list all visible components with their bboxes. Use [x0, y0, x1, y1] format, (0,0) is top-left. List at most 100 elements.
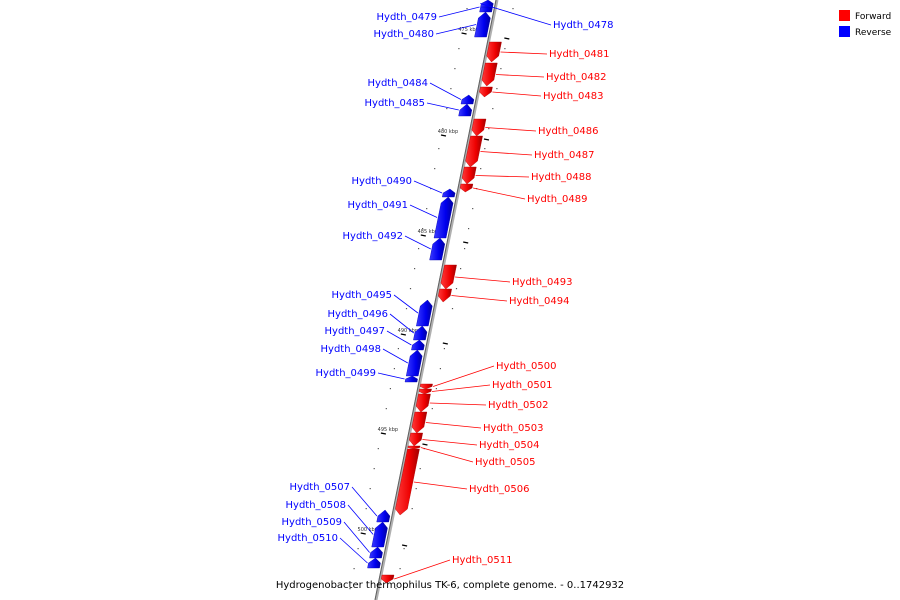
legend-reverse-swatch: [839, 26, 850, 37]
gene-label-hydth_0498[interactable]: Hydth_0498: [321, 344, 382, 355]
gene-label-hydth_0478[interactable]: Hydth_0478: [553, 20, 614, 31]
gene-label-hydth_0494[interactable]: Hydth_0494: [509, 296, 570, 307]
leader-line: [475, 175, 530, 178]
gene-hydth_0489[interactable]: [459, 183, 474, 193]
gene-label-hydth_0480[interactable]: Hydth_0480: [374, 29, 435, 40]
gene-label-hydth_0497[interactable]: Hydth_0497: [325, 326, 386, 337]
genome-caption: Hydrogenobacter thermophilus TK-6, compl…: [276, 580, 624, 591]
minor-tick: [399, 568, 401, 570]
leader-line: [339, 537, 368, 564]
gene-label-hydth_0510[interactable]: Hydth_0510: [278, 533, 339, 544]
gene-hydth_0511[interactable]: [380, 574, 395, 584]
gene-label-hydth_0486[interactable]: Hydth_0486: [538, 126, 599, 137]
gene-label-hydth_0481[interactable]: Hydth_0481: [549, 49, 610, 60]
gene-label-hydth_0488[interactable]: Hydth_0488: [531, 172, 592, 183]
minor-tick: [385, 408, 387, 410]
leader-line: [343, 521, 370, 553]
gene-label-hydth_0484[interactable]: Hydth_0484: [368, 78, 429, 89]
gene-hydth_0495[interactable]: [416, 299, 433, 327]
gene-hydth_0492[interactable]: [429, 237, 446, 261]
minor-tick: [458, 48, 460, 50]
leader-line: [386, 330, 412, 346]
gene-hydth_0508[interactable]: [371, 521, 388, 548]
gene-hydth_0499[interactable]: [404, 375, 418, 383]
gene-label-hydth_0485[interactable]: Hydth_0485: [365, 98, 426, 109]
gene-hydth_0510[interactable]: [367, 557, 381, 569]
gene-label-hydth_0507[interactable]: Hydth_0507: [290, 482, 351, 493]
minor-tick: [353, 568, 355, 570]
minor-tick: [435, 388, 437, 390]
minor-tick: [389, 388, 391, 390]
minor-tick: [460, 268, 462, 270]
tick-mark: [401, 544, 408, 547]
gene-label-hydth_0492[interactable]: Hydth_0492: [343, 231, 404, 242]
gene-hydth_0504[interactable]: [409, 432, 423, 447]
gene-label-hydth_0500[interactable]: Hydth_0500: [496, 361, 557, 372]
gene-hydth_0505[interactable]: [407, 445, 421, 450]
leader-line: [409, 204, 438, 218]
minor-tick: [357, 548, 359, 550]
tick-mark: [461, 32, 467, 35]
gene-hydth_0486[interactable]: [471, 118, 487, 137]
gene-label-hydth_0489[interactable]: Hydth_0489: [527, 194, 588, 205]
gene-label-hydth_0493[interactable]: Hydth_0493: [512, 277, 573, 288]
tick-mark: [440, 134, 447, 137]
gene-hydth_0493[interactable]: [440, 264, 457, 290]
gene-hydth_0497[interactable]: [411, 339, 425, 351]
leader-line: [420, 447, 474, 463]
gene-hydth_0502[interactable]: [415, 393, 431, 413]
gene-hydth_0498[interactable]: [405, 349, 423, 377]
gene-hydth_0487[interactable]: [465, 135, 483, 168]
gene-label-hydth_0496[interactable]: Hydth_0496: [328, 309, 389, 320]
minor-tick: [512, 8, 514, 10]
leader-line: [451, 295, 508, 302]
tick-mark: [483, 138, 490, 141]
gene-label-hydth_0499[interactable]: Hydth_0499: [316, 368, 377, 379]
gene-hydth_0488[interactable]: [461, 166, 477, 185]
gene-label-hydth_0509[interactable]: Hydth_0509: [282, 517, 343, 528]
gene-label-hydth_0506[interactable]: Hydth_0506: [469, 484, 530, 495]
gene-label-hydth_0508[interactable]: Hydth_0508: [286, 500, 347, 511]
gene-hydth_0485[interactable]: [458, 103, 473, 117]
gene-label-hydth_0483[interactable]: Hydth_0483: [543, 91, 604, 102]
gene-label-hydth_0502[interactable]: Hydth_0502: [488, 400, 549, 411]
leader-line: [422, 439, 478, 446]
gene-label-hydth_0495[interactable]: Hydth_0495: [332, 290, 393, 301]
gene-label-hydth_0504[interactable]: Hydth_0504: [479, 440, 540, 451]
minor-tick: [431, 408, 433, 410]
gene-label-hydth_0505[interactable]: Hydth_0505: [475, 457, 536, 468]
minor-tick: [418, 248, 420, 250]
leader-line: [485, 127, 537, 132]
tick-label: 485 kbp: [418, 229, 438, 235]
minor-tick: [369, 488, 371, 490]
gene-hydth_0503[interactable]: [411, 411, 428, 434]
gene-hydth_0483[interactable]: [479, 86, 493, 98]
gene-hydth_0484[interactable]: [460, 94, 475, 105]
gene-hydth_0507[interactable]: [376, 509, 391, 523]
gene-label-hydth_0501[interactable]: Hydth_0501: [492, 380, 553, 391]
gene-label-hydth_0490[interactable]: Hydth_0490: [352, 176, 413, 187]
gene-hydth_0480[interactable]: [474, 11, 491, 38]
leader-line: [455, 276, 511, 283]
gene-hydth_0478[interactable]: [480, 0, 494, 8]
gene-label-hydth_0487[interactable]: Hydth_0487: [534, 150, 595, 161]
gene-hydth_0501[interactable]: [418, 388, 432, 395]
gene-hydth_0509[interactable]: [369, 546, 383, 559]
gene-label-hydth_0479[interactable]: Hydth_0479: [377, 12, 438, 23]
minor-tick: [492, 108, 494, 110]
gene-hydth_0500[interactable]: [419, 383, 433, 390]
leader-line: [425, 422, 482, 429]
leader-line: [382, 348, 408, 364]
gene-label-hydth_0482[interactable]: Hydth_0482: [546, 72, 607, 83]
gene-label-hydth_0511[interactable]: Hydth_0511: [452, 555, 513, 566]
gene-hydth_0482[interactable]: [481, 62, 498, 87]
leader-line: [377, 372, 405, 380]
minor-tick: [397, 348, 399, 350]
gene-hydth_0506[interactable]: [395, 448, 420, 516]
gene-label-hydth_0503[interactable]: Hydth_0503: [483, 423, 544, 434]
gene-hydth_0494[interactable]: [438, 288, 452, 303]
gene-hydth_0481[interactable]: [486, 41, 502, 63]
gene-label-hydth_0491[interactable]: Hydth_0491: [348, 200, 409, 211]
gene-hydth_0490[interactable]: [442, 188, 456, 198]
